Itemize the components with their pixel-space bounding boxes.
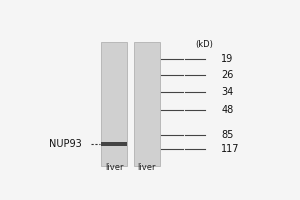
Text: 48: 48	[221, 105, 233, 115]
Text: 26: 26	[221, 70, 234, 80]
Bar	[101, 142, 127, 146]
Text: liver: liver	[137, 163, 156, 172]
Text: (kD): (kD)	[196, 40, 214, 49]
Text: 34: 34	[221, 87, 233, 97]
Text: 19: 19	[221, 54, 233, 64]
Bar	[134, 42, 160, 166]
Bar	[101, 42, 127, 166]
Text: 117: 117	[221, 144, 240, 154]
Text: NUP93: NUP93	[49, 139, 82, 149]
Text: liver: liver	[105, 163, 124, 172]
Text: 85: 85	[221, 130, 234, 140]
